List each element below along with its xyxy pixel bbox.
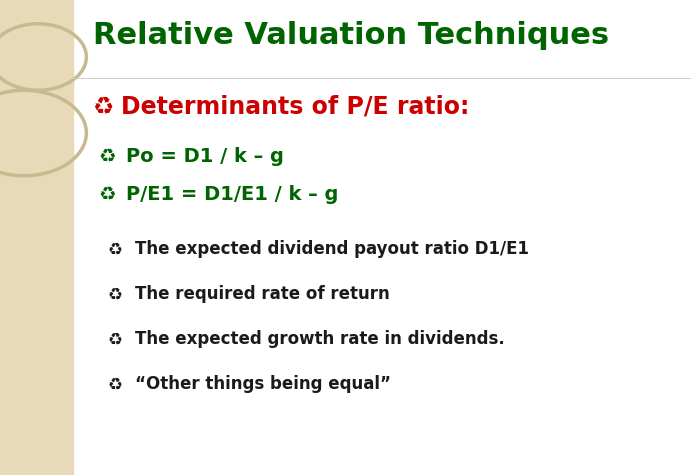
Text: ♻: ♻	[98, 147, 115, 166]
Text: ♻: ♻	[93, 95, 115, 119]
Text: P/E1 = D1/E1 / k – g: P/E1 = D1/E1 / k – g	[126, 185, 338, 204]
Bar	[0, 0, 73, 475]
Text: ♻: ♻	[107, 285, 122, 303]
Text: Po = D1 / k – g: Po = D1 / k – g	[126, 147, 283, 166]
Text: ♻: ♻	[107, 375, 122, 393]
Text: ♻: ♻	[107, 240, 122, 258]
Text: The required rate of return: The required rate of return	[135, 285, 390, 303]
Text: ♻: ♻	[98, 185, 115, 204]
Text: Determinants of P/E ratio:: Determinants of P/E ratio:	[121, 95, 469, 119]
Text: Relative Valuation Techniques: Relative Valuation Techniques	[93, 21, 609, 50]
Text: “Other things being equal”: “Other things being equal”	[135, 375, 390, 393]
Text: The expected dividend payout ratio D1/E1: The expected dividend payout ratio D1/E1	[135, 240, 529, 258]
Text: The expected growth rate in dividends.: The expected growth rate in dividends.	[135, 330, 504, 348]
Text: ♻: ♻	[107, 330, 122, 348]
